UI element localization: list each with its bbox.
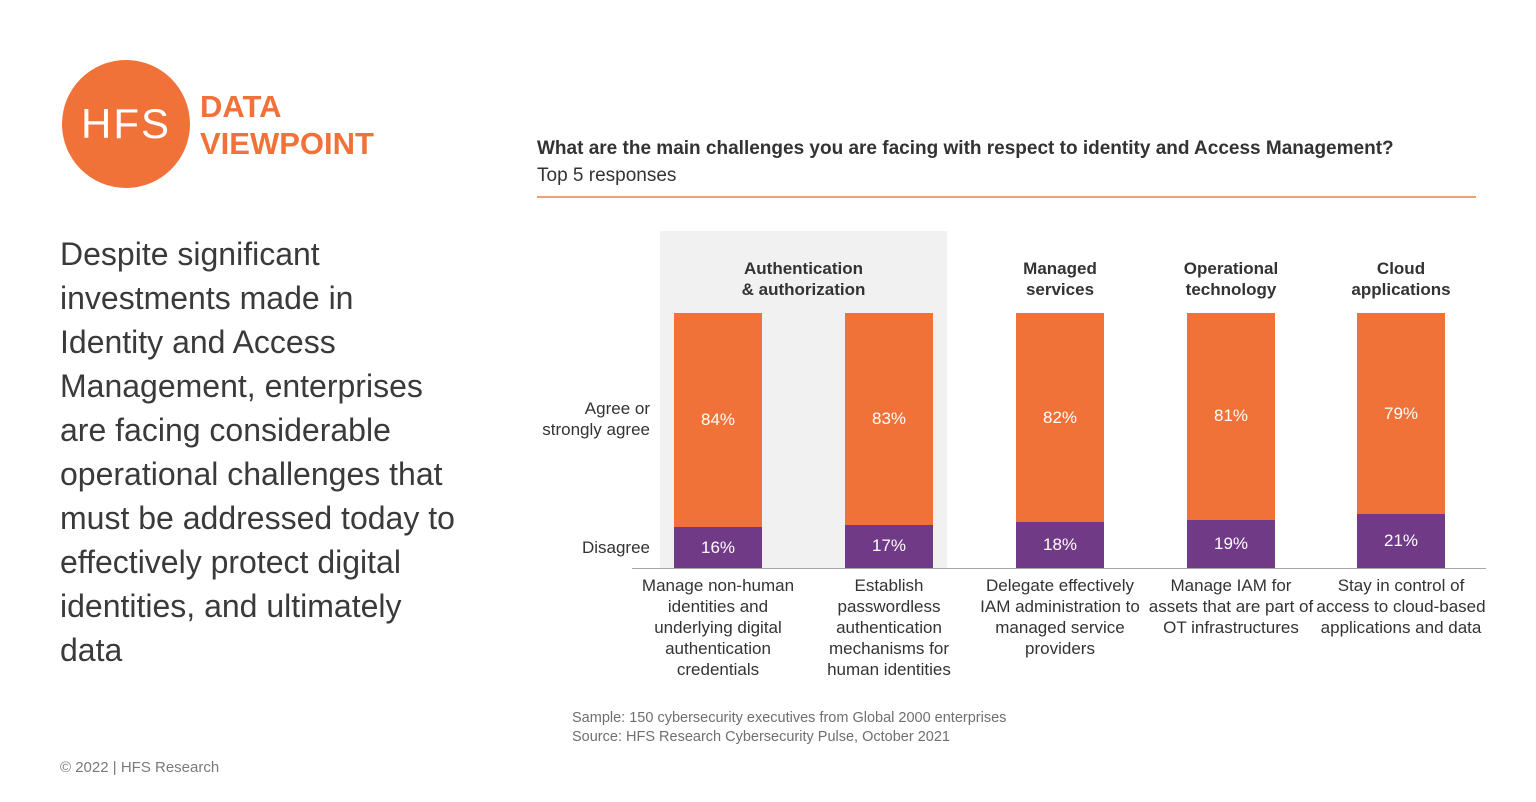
category-label: Establish passwordless authentication me… [804, 575, 974, 680]
data-label-agree: 79% [1357, 404, 1445, 424]
group-label: Managed services [1023, 258, 1097, 300]
data-label-agree: 82% [1016, 408, 1104, 428]
group-label-line-2: applications [1351, 279, 1450, 300]
tag-line-1: DATA [200, 88, 374, 125]
group-label-line-2: & authorization [742, 279, 866, 300]
data-label-agree: 81% [1187, 406, 1275, 426]
group-label: Authentication & authorization [742, 258, 866, 300]
hfs-logo: HFS [62, 60, 190, 188]
footnote-source: Source: HFS Research Cybersecurity Pulse… [572, 729, 950, 745]
group-label-line-2: technology [1184, 279, 1278, 300]
group-label: Cloud applications [1351, 258, 1450, 300]
row-label-agree: Agree or strongly agree [542, 398, 650, 440]
data-label-disagree: 19% [1187, 534, 1275, 554]
title-divider [537, 196, 1476, 198]
row-label-agree-line-1: Agree or [542, 398, 650, 419]
group-label: Operational technology [1184, 258, 1278, 300]
headline: Despite significant investments made in … [60, 232, 460, 672]
logo-text: HFS [81, 100, 171, 148]
category-label: Delegate effectively IAM administration … [975, 575, 1145, 659]
group-label-line-1: Operational [1184, 258, 1278, 279]
copyright: © 2022 | HFS Research [60, 759, 219, 776]
data-label-agree: 84% [674, 410, 762, 430]
category-label: Manage non-human identities and underlyi… [633, 575, 803, 680]
chart-title: What are the main challenges you are fac… [537, 138, 1394, 160]
data-label-disagree: 16% [674, 538, 762, 558]
category-label: Stay in control of access to cloud-based… [1316, 575, 1486, 638]
data-label-agree: 83% [845, 409, 933, 429]
row-label-agree-line-2: strongly agree [542, 419, 650, 440]
group-label-line-1: Authentication [742, 258, 866, 279]
data-label-disagree: 17% [845, 536, 933, 556]
chart-subtitle: Top 5 responses [537, 165, 676, 187]
group-label-line-2: services [1023, 279, 1097, 300]
data-label-disagree: 21% [1357, 531, 1445, 551]
data-viewpoint-label: DATA VIEWPOINT [200, 88, 374, 162]
data-label-disagree: 18% [1016, 535, 1104, 555]
category-label: Manage IAM for assets that are part of O… [1146, 575, 1316, 638]
footnote-sample: Sample: 150 cybersecurity executives fro… [572, 710, 1006, 726]
group-label-line-1: Cloud [1351, 258, 1450, 279]
group-label-line-1: Managed [1023, 258, 1097, 279]
tag-line-2: VIEWPOINT [200, 125, 374, 162]
x-axis-line [632, 568, 1486, 569]
row-label-disagree: Disagree [582, 537, 650, 558]
